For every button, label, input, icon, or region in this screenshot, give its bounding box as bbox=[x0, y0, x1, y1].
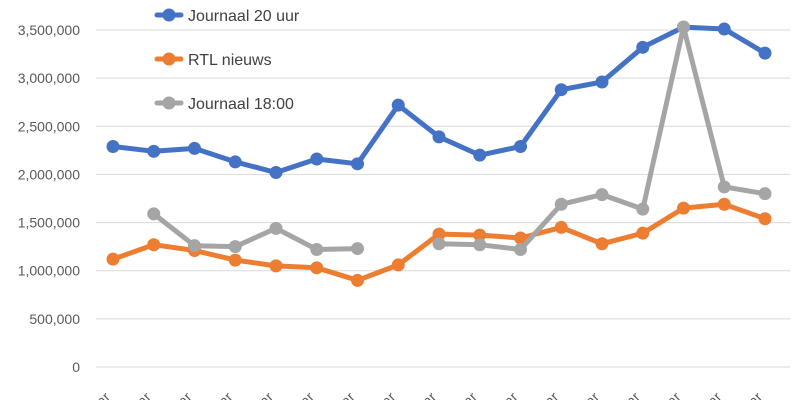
legend-entry: Journaal 18:00 bbox=[154, 96, 294, 113]
x-tick-label: Mar bbox=[207, 389, 236, 400]
data-point bbox=[269, 259, 283, 273]
series-rtl-nieuws bbox=[106, 197, 772, 287]
data-point bbox=[310, 243, 324, 257]
data-point bbox=[432, 237, 446, 251]
x-tick-label: Mar bbox=[614, 389, 643, 400]
y-tick-label: 1,500,000 bbox=[18, 215, 80, 231]
legend-entry: RTL nieuws bbox=[154, 52, 272, 69]
data-point bbox=[717, 197, 731, 211]
data-point bbox=[147, 207, 161, 221]
data-point bbox=[717, 180, 731, 194]
data-point bbox=[228, 240, 242, 254]
series-journaal-20-uur bbox=[106, 20, 772, 180]
y-tick-label: 2,000,000 bbox=[18, 166, 80, 182]
data-point bbox=[758, 212, 772, 226]
x-tick-label: Mar bbox=[574, 389, 603, 400]
legend-entry: Journaal 20 uur bbox=[154, 8, 300, 25]
data-point bbox=[636, 40, 650, 54]
data-point bbox=[391, 98, 405, 112]
data-point bbox=[717, 22, 731, 36]
data-point bbox=[473, 148, 487, 162]
y-tick-label: 3,500,000 bbox=[18, 22, 80, 38]
data-point bbox=[595, 188, 609, 202]
legend-label: RTL nieuws bbox=[188, 52, 272, 69]
data-point bbox=[677, 201, 690, 215]
data-point bbox=[432, 227, 446, 241]
data-point bbox=[595, 237, 609, 251]
x-tick-label: Mar bbox=[533, 389, 562, 400]
x-tick-label: Mar bbox=[85, 389, 114, 400]
data-point bbox=[554, 197, 568, 211]
legend-label: Journaal 20 uur bbox=[188, 8, 300, 25]
legend-swatch-marker bbox=[162, 96, 176, 110]
data-point bbox=[432, 130, 446, 144]
x-tick-label: Mar bbox=[288, 389, 317, 400]
x-axis-tick-labels: Mar Mar Mar Mar Mar Mar Mar Mar Mar Mar Mar Mar Mar M… bbox=[85, 389, 766, 400]
data-point bbox=[514, 243, 527, 257]
data-point bbox=[310, 261, 324, 275]
x-tick-label: Mar bbox=[248, 389, 277, 400]
series-journaal-18-00 bbox=[147, 20, 772, 257]
data-point bbox=[514, 231, 527, 245]
x-tick-label: Mar bbox=[492, 389, 521, 400]
data-point bbox=[554, 83, 568, 97]
data-point bbox=[310, 152, 324, 166]
legend-swatch-marker bbox=[162, 52, 176, 66]
data-point bbox=[636, 226, 650, 240]
y-tick-label: 2,500,000 bbox=[18, 118, 80, 134]
data-point bbox=[636, 202, 650, 216]
y-tick-label: 500,000 bbox=[29, 311, 80, 327]
legend-swatch-marker bbox=[162, 8, 176, 22]
data-point bbox=[106, 252, 120, 266]
y-tick-label: 3,000,000 bbox=[18, 70, 80, 86]
data-point bbox=[473, 228, 487, 242]
data-point bbox=[147, 144, 161, 158]
data-point bbox=[351, 273, 364, 287]
data-point bbox=[351, 242, 364, 256]
y-tick-label: 0 bbox=[72, 359, 80, 375]
x-tick-label: Mar bbox=[451, 389, 480, 400]
y-axis-tick-labels: 0 500,000 1,000,000 1,500,000 2,000,000 2,500… bbox=[18, 22, 81, 375]
data-point bbox=[269, 221, 283, 235]
x-tick-label: Mar bbox=[411, 389, 440, 400]
series-lines bbox=[106, 20, 772, 287]
data-point bbox=[188, 141, 201, 155]
data-point bbox=[595, 75, 609, 89]
y-tick-label: 1,000,000 bbox=[18, 263, 80, 279]
data-point bbox=[391, 258, 405, 272]
gridlines bbox=[96, 29, 790, 368]
x-tick-label: Mar bbox=[737, 389, 766, 400]
data-point bbox=[147, 238, 161, 252]
data-point bbox=[677, 20, 690, 34]
x-tick-label: Mar bbox=[329, 389, 358, 400]
data-point bbox=[188, 239, 201, 253]
data-point bbox=[554, 220, 568, 234]
data-point bbox=[758, 46, 772, 60]
data-point bbox=[106, 140, 120, 154]
x-tick-label: Mar bbox=[655, 389, 684, 400]
data-point bbox=[269, 166, 283, 180]
data-point bbox=[351, 157, 364, 171]
x-tick-label: Mar bbox=[696, 389, 725, 400]
data-point bbox=[514, 140, 527, 154]
x-tick-label: Mar bbox=[125, 389, 154, 400]
data-point bbox=[758, 187, 772, 201]
data-point bbox=[473, 238, 487, 252]
data-point bbox=[228, 253, 242, 267]
x-tick-label: Mar bbox=[166, 389, 195, 400]
legend-label: Journaal 18:00 bbox=[188, 96, 294, 113]
data-point bbox=[228, 155, 242, 169]
legend: Journaal 20 uur RTL nieuws Journaal 18:00 bbox=[154, 8, 300, 113]
x-tick-label: Mar bbox=[370, 389, 399, 400]
